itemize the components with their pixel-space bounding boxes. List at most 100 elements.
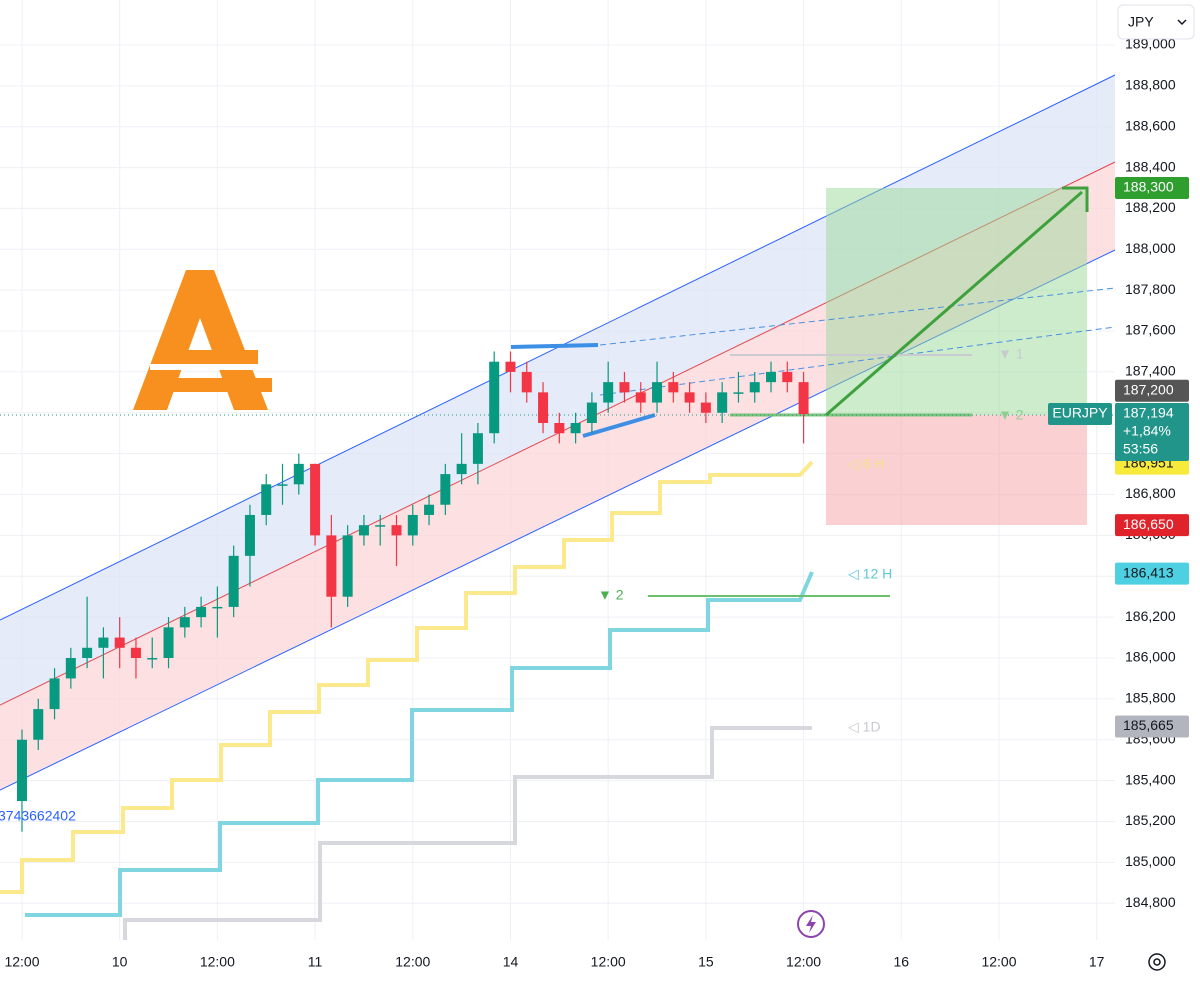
candle-body bbox=[65, 658, 76, 679]
dropdown-chevron bbox=[1177, 19, 1187, 26]
flag-top bbox=[510, 343, 599, 349]
candle-body bbox=[49, 678, 60, 710]
candle-body bbox=[326, 535, 337, 597]
candle-body bbox=[212, 606, 223, 609]
candle-body bbox=[98, 637, 109, 648]
candle-body bbox=[635, 392, 646, 403]
time-axis bbox=[0, 945, 1115, 979]
candle-body bbox=[293, 463, 304, 485]
x-tick-label: 12:00 bbox=[395, 954, 430, 970]
annotation: ◁ 6 H bbox=[848, 456, 884, 472]
price-label: 186,413 bbox=[1123, 564, 1174, 580]
last-price: 187,194 bbox=[1123, 405, 1174, 421]
x-tick-label: 12:00 bbox=[4, 954, 39, 970]
candle-body bbox=[375, 525, 386, 527]
y-tick-label: 186,000 bbox=[1125, 649, 1176, 665]
candle-body bbox=[456, 463, 467, 475]
candle-body bbox=[33, 709, 44, 740]
candle-body bbox=[424, 504, 435, 515]
trend-dashed bbox=[599, 287, 1116, 346]
candle-body bbox=[619, 382, 630, 393]
last-price-box bbox=[1115, 403, 1189, 462]
x-tick-label: 12:00 bbox=[200, 954, 235, 970]
candle-body bbox=[228, 555, 239, 607]
ma-12h bbox=[25, 571, 814, 917]
x-tick-label: 15 bbox=[698, 954, 714, 970]
candle-body bbox=[489, 361, 500, 434]
y-tick-label: 184,800 bbox=[1125, 894, 1176, 910]
candle-body bbox=[554, 423, 565, 434]
countdown: 53:56 bbox=[1123, 441, 1158, 457]
candle-body bbox=[163, 627, 174, 658]
candle-body bbox=[700, 402, 711, 413]
candle-body bbox=[472, 433, 483, 464]
axes: 12:00 10 12:00 11 12:00 14 12:00 15 12:00 16 12:00… bbox=[4, 36, 1189, 970]
y-tick-label: 188,200 bbox=[1125, 199, 1176, 215]
price-label: 188,300 bbox=[1123, 179, 1174, 195]
y-tick-label: 186,200 bbox=[1125, 608, 1176, 624]
candle-body bbox=[652, 382, 663, 403]
ma-1d bbox=[123, 726, 812, 940]
annotation: ◁ 1D bbox=[848, 719, 881, 735]
logo bbox=[133, 270, 272, 410]
y-tick-label: 185,200 bbox=[1125, 812, 1176, 828]
candle-body bbox=[684, 392, 695, 403]
y-tick-label: 187,600 bbox=[1125, 322, 1176, 338]
y-tick-label: 187,800 bbox=[1125, 281, 1176, 297]
candle-body bbox=[766, 371, 777, 383]
candle-body bbox=[244, 514, 255, 556]
candle-body bbox=[82, 647, 93, 658]
y-tick-label: 185,400 bbox=[1125, 771, 1176, 787]
settings-icon[interactable] bbox=[1148, 953, 1166, 971]
y-tick-label: 188,800 bbox=[1125, 77, 1176, 93]
candle-body bbox=[391, 525, 402, 536]
price-label-box bbox=[1115, 715, 1189, 738]
y-tick-label: 188,000 bbox=[1125, 240, 1176, 256]
candle-body bbox=[798, 382, 809, 415]
candle-body bbox=[782, 371, 793, 383]
candle-body bbox=[179, 617, 190, 628]
candle-body bbox=[668, 382, 679, 393]
candle-body bbox=[358, 525, 369, 536]
candle-body bbox=[749, 382, 760, 393]
candle-body bbox=[733, 392, 744, 394]
annotation: ▼ 2 bbox=[998, 407, 1024, 423]
candle-body bbox=[505, 361, 516, 372]
candles bbox=[16, 351, 809, 832]
annotation: ▼ 1 bbox=[998, 346, 1024, 362]
candle-body bbox=[261, 484, 272, 515]
candle-body bbox=[16, 739, 27, 802]
price-label-box bbox=[1115, 562, 1189, 585]
candle-body bbox=[440, 474, 451, 505]
price-label-box bbox=[1115, 379, 1189, 402]
candle-body bbox=[717, 392, 728, 413]
symbol-label: EURJPY bbox=[1052, 405, 1108, 421]
price-label: 187,200 bbox=[1123, 381, 1174, 397]
events-bolt bbox=[806, 915, 816, 933]
y-tick-label: 189,000 bbox=[1125, 36, 1176, 52]
y-tick-label: 185,000 bbox=[1125, 853, 1176, 869]
candle-body bbox=[114, 637, 125, 648]
candle-body bbox=[130, 647, 141, 658]
target-arrow-head bbox=[1062, 186, 1089, 212]
candle-body bbox=[603, 382, 614, 403]
x-tick-label: 14 bbox=[503, 954, 519, 970]
x-tick-label: 16 bbox=[893, 954, 909, 970]
price-label: 185,665 bbox=[1123, 717, 1174, 733]
annotation: ◁ 12 H bbox=[848, 566, 892, 582]
ma-6h bbox=[0, 460, 814, 894]
x-tick-label: 17 bbox=[1089, 954, 1105, 970]
candle-body bbox=[277, 484, 288, 486]
x-tick-label: 12:00 bbox=[786, 954, 821, 970]
candle-body bbox=[342, 535, 353, 597]
x-tick-label: 12:00 bbox=[591, 954, 626, 970]
x-tick-label: 12:00 bbox=[981, 954, 1016, 970]
trend-dashed bbox=[599, 326, 1116, 396]
annotations: ◁ 6 H ◁ 12 H ◁ 1D ▼ 1 ▼ 2 ▼ 2 3743662402 bbox=[0, 346, 1024, 824]
y-tick-label: 188,600 bbox=[1125, 117, 1176, 133]
settings-icon-core bbox=[1153, 958, 1161, 966]
candle-body bbox=[521, 371, 532, 393]
currency-dropdown[interactable] bbox=[1117, 4, 1195, 40]
candle-body bbox=[310, 463, 321, 536]
